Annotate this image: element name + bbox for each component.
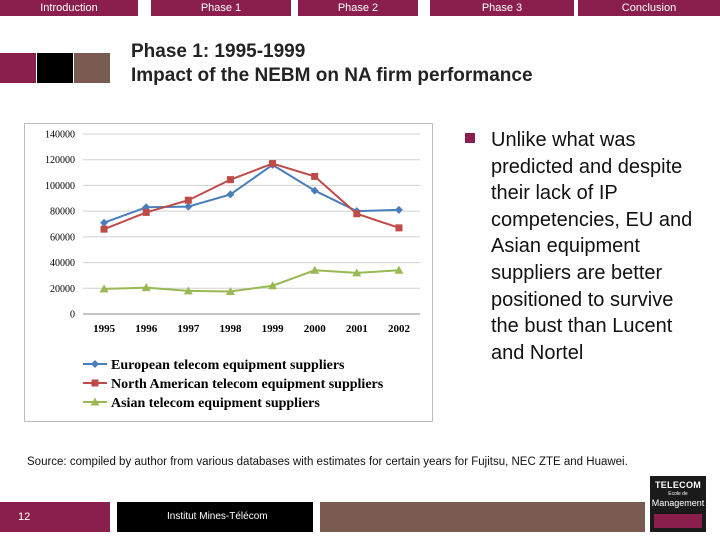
logo-line-2: Ecole de [668,491,688,497]
decor-block-accent [0,53,36,83]
x-tick-label: 2001 [346,323,368,335]
x-tick-label: 1995 [93,323,116,335]
legend-swatch-marker [90,397,100,406]
data-point [225,287,235,295]
legend-swatch-marker [91,360,99,368]
tab-phase-3[interactable]: Phase 3 [430,0,574,16]
y-tick-label: 120000 [45,155,75,166]
bullet-text: Unlike what was predicted and despite th… [491,129,693,364]
data-point [310,186,319,195]
data-point [394,205,403,214]
title-line-1: Phase 1: 1995-1999 [131,41,306,62]
data-point [310,265,320,274]
data-point [184,202,193,211]
x-tick-label: 1996 [135,323,158,335]
line-chart: 0 20000 40000 60000 80000 100000 120000 140000 1… [45,130,420,411]
data-point [269,160,277,168]
tab-phase-2[interactable]: Phase 2 [298,0,418,16]
x-tick-label: 1999 [262,323,285,335]
institution-name: Institut Mines-Télécom [167,511,268,522]
y-tick-label: 20000 [50,284,75,295]
decor-block-brown [74,53,110,83]
data-point [268,281,278,290]
x-tick-label: 2000 [304,323,327,335]
tab-phase-1[interactable]: Phase 1 [151,0,291,16]
data-point [311,172,319,180]
data-point [141,283,151,292]
page-number-box: 12 [0,502,110,532]
y-tick-label: 80000 [50,207,75,218]
logo-line-1: TELECOM [654,480,702,490]
data-point [226,176,234,184]
title-line-2: Impact of the NEBM on NA firm performanc… [131,65,533,86]
slide-title: Phase 1: 1995-1999 Impact of the NEBM on… [131,40,711,88]
x-tick-label: 1997 [177,323,200,335]
series-line [104,269,399,293]
y-tick-label: 40000 [50,258,75,269]
data-point [100,225,108,233]
bullet-marker-icon [465,133,475,143]
y-tick-label: 60000 [50,232,75,243]
data-point [353,210,361,218]
logo-line-3: Management [651,498,705,508]
logo-strip [654,514,702,528]
legend-label: European telecom equipment suppliers [111,358,345,373]
tab-conclusion[interactable]: Conclusion [578,0,720,16]
page-number: 12 [18,511,31,523]
y-tick-label: 0 [70,310,75,321]
data-point [183,286,193,295]
data-point [395,224,403,232]
data-point [99,284,109,293]
x-tick-label: 1998 [219,323,242,335]
series-line [103,162,400,231]
data-point [226,190,235,199]
data-point [184,196,192,204]
data-point [142,208,150,216]
legend-label: Asian telecom equipment suppliers [111,396,320,411]
data-point [352,268,362,277]
x-tick-label: 2002 [388,323,411,335]
footer-bar [320,502,645,532]
decor-block-black [37,53,73,83]
legend-label: North American telecom equipment supplie… [111,377,384,392]
top-navigation: Introduction Phase 1 Phase 2 Phase 3 Con… [0,0,720,17]
data-point [394,265,404,274]
tab-introduction[interactable]: Introduction [0,0,138,16]
y-tick-label: 100000 [45,181,75,192]
chart-frame: 0 20000 40000 60000 80000 100000 120000 140000 1… [24,123,433,422]
institution-box: Institut Mines-Télécom [117,502,313,532]
y-tick-label: 140000 [45,130,75,141]
data-point [100,218,109,227]
telecom-management-logo: TELECOM Ecole de Management [650,476,706,532]
source-note: Source: compiled by author from various … [27,456,628,468]
legend-swatch-marker [91,379,99,387]
